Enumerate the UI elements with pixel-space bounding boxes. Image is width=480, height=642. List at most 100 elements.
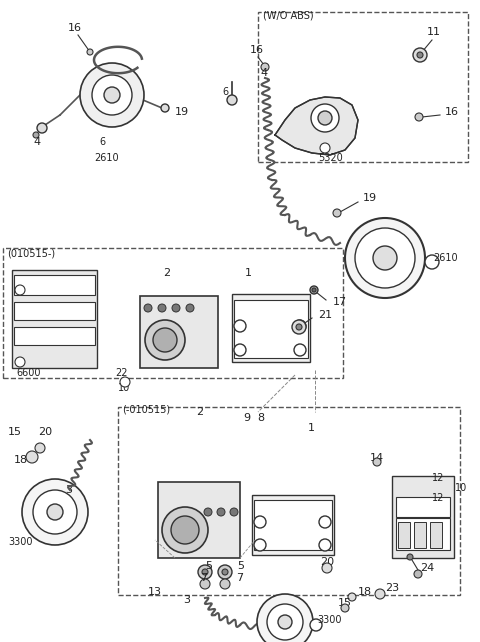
Circle shape: [15, 285, 25, 295]
Bar: [12, 270, 97, 368]
Text: (W/O ABS): (W/O ABS): [263, 10, 313, 20]
Text: 6: 6: [99, 137, 105, 147]
Text: 10: 10: [118, 383, 130, 393]
Circle shape: [144, 304, 152, 312]
Circle shape: [310, 286, 318, 294]
Circle shape: [318, 111, 332, 125]
Text: 1: 1: [245, 268, 252, 278]
Circle shape: [47, 504, 63, 520]
Text: 17: 17: [333, 297, 347, 307]
Circle shape: [292, 320, 306, 334]
Circle shape: [355, 228, 415, 288]
Circle shape: [311, 104, 339, 132]
Circle shape: [145, 320, 185, 360]
Text: 5: 5: [237, 561, 244, 571]
Text: 14: 14: [370, 453, 384, 463]
Bar: [158, 482, 240, 558]
Text: 7: 7: [236, 573, 243, 583]
Circle shape: [296, 324, 302, 330]
Text: 3: 3: [183, 595, 190, 605]
Circle shape: [200, 579, 210, 589]
Text: 2610: 2610: [94, 153, 119, 163]
Circle shape: [33, 132, 39, 138]
Circle shape: [322, 563, 332, 573]
Circle shape: [80, 63, 144, 127]
Bar: [392, 476, 454, 558]
Circle shape: [312, 288, 316, 292]
Circle shape: [220, 579, 230, 589]
Text: 3: 3: [65, 485, 72, 495]
Circle shape: [218, 565, 232, 579]
Circle shape: [333, 209, 341, 217]
Circle shape: [319, 516, 331, 528]
Circle shape: [198, 565, 212, 579]
Text: 24: 24: [420, 563, 434, 573]
Circle shape: [204, 508, 212, 516]
Circle shape: [26, 451, 38, 463]
Circle shape: [22, 479, 88, 545]
Bar: [430, 522, 442, 548]
Bar: [14, 302, 95, 320]
Bar: [140, 296, 218, 368]
Text: 16: 16: [250, 45, 264, 55]
Circle shape: [341, 604, 349, 612]
Bar: [398, 522, 410, 548]
Text: 19: 19: [175, 107, 189, 117]
Text: 5: 5: [205, 561, 212, 571]
Circle shape: [294, 320, 306, 332]
Circle shape: [162, 507, 208, 553]
Circle shape: [37, 123, 47, 133]
Polygon shape: [275, 97, 358, 155]
Text: 6600: 6600: [16, 368, 40, 378]
Text: 8: 8: [257, 413, 264, 423]
Text: 12: 12: [432, 473, 444, 483]
Circle shape: [158, 304, 166, 312]
Text: 18: 18: [14, 455, 28, 465]
Circle shape: [171, 516, 199, 544]
Circle shape: [413, 48, 427, 62]
Circle shape: [425, 255, 439, 269]
Circle shape: [217, 508, 225, 516]
Circle shape: [227, 95, 237, 105]
Text: 2610: 2610: [433, 253, 457, 263]
Circle shape: [161, 104, 169, 112]
Circle shape: [348, 593, 356, 601]
Text: 4: 4: [33, 137, 40, 147]
Circle shape: [35, 443, 45, 453]
Text: 12: 12: [432, 493, 444, 503]
Text: 23: 23: [385, 583, 399, 593]
Text: 7: 7: [200, 573, 207, 583]
Text: 15: 15: [338, 598, 352, 608]
Text: 20: 20: [38, 427, 52, 437]
Text: 16: 16: [445, 107, 459, 117]
Circle shape: [417, 52, 423, 58]
Circle shape: [261, 63, 269, 71]
Circle shape: [234, 344, 246, 356]
Bar: [252, 495, 334, 555]
Text: 2: 2: [163, 268, 170, 278]
Text: 15: 15: [8, 427, 22, 437]
Bar: [234, 300, 308, 358]
Text: 6: 6: [222, 87, 228, 97]
Bar: [396, 518, 450, 550]
Text: 16: 16: [68, 23, 82, 33]
Circle shape: [257, 594, 313, 642]
Text: (-010515): (-010515): [122, 405, 170, 415]
Circle shape: [373, 458, 381, 466]
Text: 3300: 3300: [8, 537, 33, 547]
Text: 21: 21: [318, 310, 332, 320]
Circle shape: [414, 570, 422, 578]
Circle shape: [254, 516, 266, 528]
Bar: [414, 522, 426, 548]
Circle shape: [153, 328, 177, 352]
Circle shape: [320, 143, 330, 153]
Circle shape: [267, 604, 303, 640]
Text: 11: 11: [427, 27, 441, 37]
Text: 5320: 5320: [318, 153, 343, 163]
Circle shape: [202, 569, 208, 575]
Text: (010515-): (010515-): [7, 248, 55, 258]
Text: 18: 18: [358, 587, 372, 597]
Text: 4: 4: [260, 68, 267, 78]
Circle shape: [230, 508, 238, 516]
Circle shape: [15, 357, 25, 367]
